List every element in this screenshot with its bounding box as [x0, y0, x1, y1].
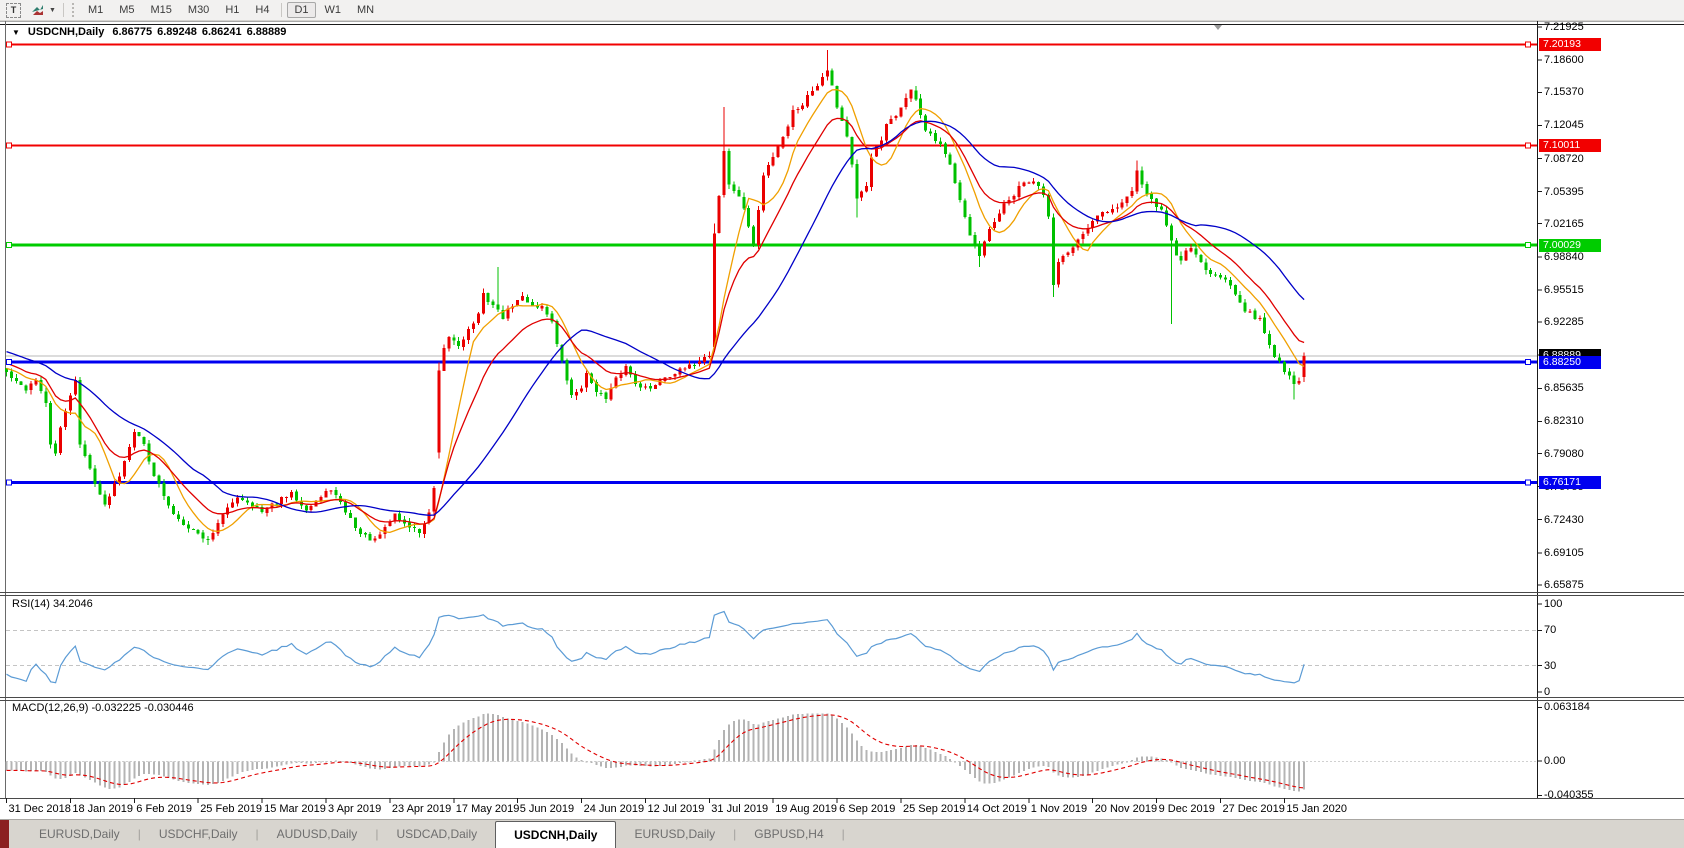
timeframe-mn[interactable]: MN: [357, 4, 375, 16]
toolbar-separator: [62, 3, 64, 17]
chart-legend: ▼ USDCNH,Daily 6.86775 6.89248 6.86241 6…: [9, 26, 290, 38]
timeframe-h4[interactable]: H4: [255, 4, 270, 16]
rsi-line: [6, 610, 1305, 684]
toolbar-separator: [281, 3, 283, 17]
tab-audusd-daily[interactable]: AUDUSD,Daily: [276, 827, 358, 841]
tab-eurusd-daily[interactable]: EURUSD,Daily: [39, 827, 120, 841]
tab-bar-marker: [0, 820, 9, 848]
candles-layer: [5, 50, 1306, 545]
tab-usdcad-daily[interactable]: USDCAD,Daily: [396, 827, 478, 841]
tab-separator: |: [733, 827, 737, 841]
text-tool-icon: T: [6, 2, 21, 18]
text-tool-button[interactable]: T: [3, 2, 24, 19]
timeframe-buttons: M1 M5 M15 M30 H1 H4 D1 W1 MN: [80, 2, 382, 18]
timeframe-w1[interactable]: W1: [324, 4, 342, 16]
timeframe-m1[interactable]: M1: [87, 4, 104, 16]
ma-slow-line: [6, 120, 1305, 516]
legend-high: 6.89248: [157, 26, 197, 38]
macd-histogram: [5, 713, 1306, 792]
legend-low: 6.86241: [201, 26, 242, 38]
legend-collapse-icon[interactable]: ▼: [12, 27, 20, 37]
rsi-pane-label: RSI(14) 34.2046: [10, 598, 95, 610]
chart-shift-marker: [1214, 25, 1222, 30]
timeframe-m15[interactable]: M15: [150, 4, 172, 16]
ma-medium-line: [6, 117, 1305, 525]
legend-symbol: USDCNH,Daily: [27, 26, 105, 38]
macd-pane: [5, 713, 1537, 792]
timeframe-m5[interactable]: M5: [119, 4, 135, 16]
indicators-icon: [32, 5, 43, 15]
chevron-down-icon: ▼: [49, 6, 56, 14]
level-handles: [6, 41, 1531, 486]
toolbar: T ▼ M1 M5 M15 M30 H1 H4 D1 W1 MN: [0, 0, 1684, 21]
macd-signal-line: [6, 714, 1305, 789]
tab-separator: |: [375, 827, 379, 841]
legend-close: 6.88889: [246, 26, 287, 38]
tab-eurusd-daily[interactable]: EURUSD,Daily: [634, 827, 716, 841]
level-lines: [6, 43, 1537, 484]
tab-usdcnh-daily[interactable]: USDCNH,Daily: [495, 821, 617, 848]
ma-fast-line: [6, 89, 1305, 534]
symbol-tabs: EURUSD,Daily | USDCHF,Daily | AUDUSD,Daily | U…: [21, 820, 845, 848]
indicators-button[interactable]: ▼: [27, 2, 59, 19]
chart-frame: [0, 21, 1684, 799]
rsi-pane: [6, 610, 1537, 684]
tab-gbpusd-h4[interactable]: GBPUSD,H4: [754, 827, 824, 841]
tab-separator: |: [255, 827, 259, 841]
axis-ticks: [6, 26, 1542, 803]
legend-open: 6.86775: [112, 26, 153, 38]
tab-separator: |: [137, 827, 141, 841]
timeframe-h1[interactable]: H1: [225, 4, 240, 16]
timeframe-d1[interactable]: D1: [287, 2, 316, 18]
timeframe-m30[interactable]: M30: [187, 4, 210, 16]
tab-usdchf-daily[interactable]: USDCHF,Daily: [158, 827, 238, 841]
symbol-tab-bar: EURUSD,Daily | USDCHF,Daily | AUDUSD,Daily | U…: [0, 819, 1684, 848]
toolbar-drag-handle: [71, 3, 76, 17]
tab-separator: |: [841, 827, 845, 841]
macd-pane-label: MACD(12,26,9) -0.032225 -0.030446: [10, 702, 196, 714]
